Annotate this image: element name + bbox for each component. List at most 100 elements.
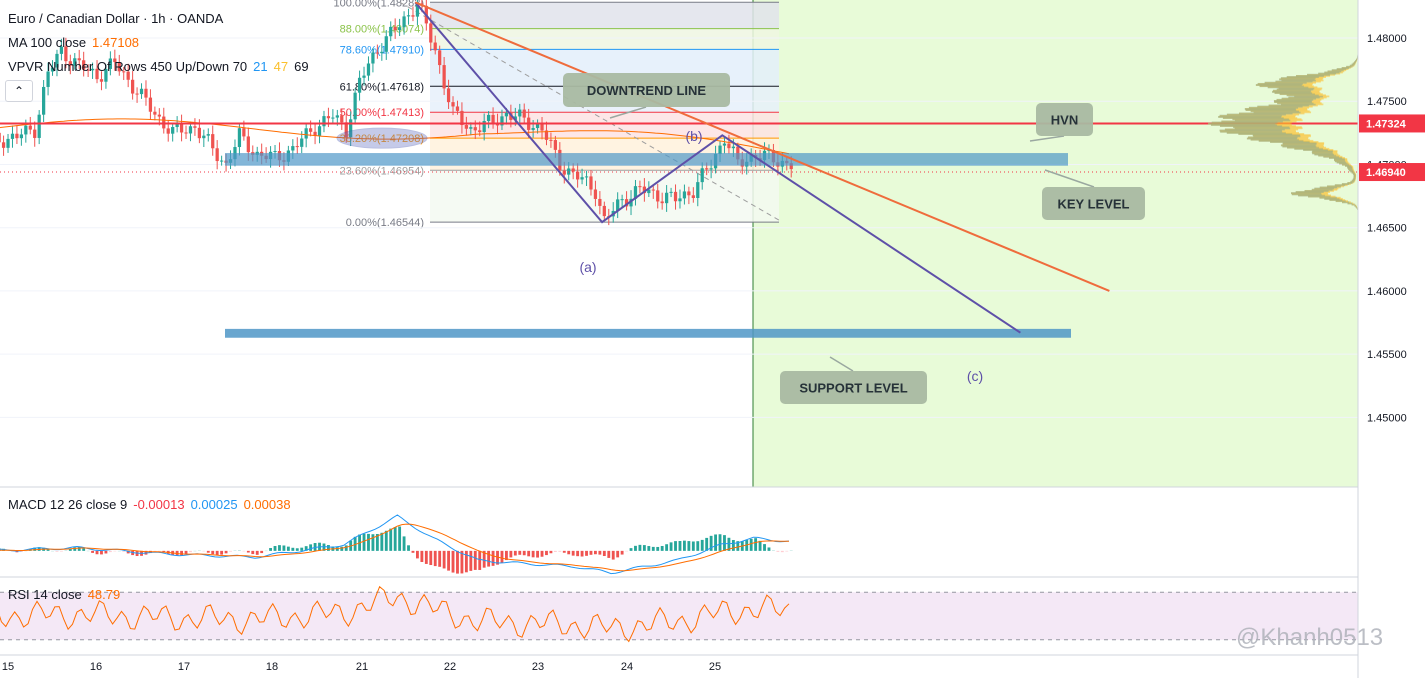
candle	[19, 134, 23, 139]
vpvr-row-down	[1234, 127, 1303, 130]
vpvr-row-down	[1353, 174, 1357, 176]
macd-histogram-bar	[113, 550, 117, 552]
candle	[540, 124, 544, 131]
candle	[326, 116, 331, 119]
candle	[148, 97, 153, 112]
candle	[197, 127, 201, 139]
candle	[460, 110, 464, 126]
candle	[184, 132, 188, 134]
macd-histogram-bar	[197, 550, 201, 551]
candle	[500, 116, 504, 126]
vpvr-row-down	[1264, 81, 1317, 84]
vpvr-row-down	[1342, 163, 1351, 166]
vpvr-row-down	[1253, 111, 1312, 114]
vpvr-row-down	[1282, 145, 1324, 148]
candle	[90, 68, 95, 71]
macd-histogram-bar	[576, 550, 580, 557]
rsi-pane[interactable]: 75.0050.0025.00	[0, 581, 1395, 653]
vpvr-row-down	[1339, 162, 1350, 165]
macd-histogram-bar	[656, 546, 660, 551]
macd-histogram-bar	[669, 542, 673, 551]
macd-histogram-bar	[100, 550, 103, 555]
candle	[68, 61, 72, 66]
macd-histogram-bar	[745, 540, 749, 551]
vpvr-row-down	[1336, 161, 1349, 164]
vpvr-row-down	[1318, 72, 1341, 75]
callout-box	[563, 73, 730, 107]
vpvr-row-down	[1291, 193, 1329, 196]
price-axis: 1.480001.475001.470001.465001.460001.455…	[1357, 0, 1426, 678]
candle	[6, 138, 10, 148]
macd-histogram-bar	[300, 547, 304, 551]
vpvr-row-down	[1352, 172, 1356, 175]
candle	[647, 189, 651, 194]
macd-histogram-bar	[264, 550, 268, 552]
macd-histogram-bar	[731, 539, 735, 551]
ma100-line	[0, 118, 790, 155]
candle	[531, 128, 535, 130]
drawing-overlay: DOWNTREND LINE HVN KEY LEVEL SUPPORT LEVEL (…	[414, 1, 1383, 651]
vpvr-row-down	[1308, 195, 1336, 198]
vpvr-row-down	[1356, 57, 1358, 60]
candle	[464, 125, 468, 129]
vpvr-row-down	[1351, 203, 1356, 206]
macd-histogram-bar	[594, 550, 597, 555]
vpvr-row-down	[1318, 154, 1341, 157]
vpvr-value-1: 21	[253, 59, 268, 74]
macd-histogram-bar	[353, 536, 357, 551]
vpvr-row-down	[1355, 205, 1357, 208]
macd-histogram-bar	[309, 544, 313, 551]
vpvr-row-down	[1298, 194, 1332, 197]
candle	[295, 146, 299, 148]
macd-histogram-bar	[780, 550, 784, 553]
vpvr-row-down	[1334, 158, 1348, 160]
candle	[166, 128, 170, 134]
candle	[10, 133, 15, 139]
candle	[678, 198, 682, 202]
macd-histogram-bar	[789, 550, 793, 552]
macd-legend[interactable]: MACD 12 26 close 9 -0.00013 0.00025 0.00038	[8, 497, 297, 512]
rsi-legend[interactable]: RSI 14 close 48.79	[8, 587, 126, 602]
vpvr-row-down	[1295, 191, 1330, 193]
macd-histogram-bar	[295, 548, 299, 551]
candle	[656, 190, 660, 202]
candle	[487, 114, 491, 122]
macd-histogram-bar	[389, 528, 393, 551]
candle	[117, 62, 121, 72]
vpvr-legend[interactable]: VPVR Number Of Rows 450 Up/Down 70 21 47 69	[8, 59, 315, 74]
macd-histogram-bar	[131, 550, 135, 556]
vpvr-row-down	[1314, 153, 1339, 156]
macd-histogram-bar	[375, 533, 379, 551]
time-tick-label: 18	[266, 661, 278, 673]
candle	[362, 75, 366, 78]
macd-histogram-bar	[211, 550, 215, 555]
vpvr-row-down	[1248, 106, 1309, 109]
vpvr-row-down	[1239, 112, 1305, 115]
candle	[696, 182, 700, 198]
candle	[736, 146, 740, 160]
vpvr-row-down	[1294, 95, 1330, 98]
vpvr-row-down	[1312, 150, 1338, 152]
macd-histogram-bar	[433, 550, 437, 567]
macd-histogram-bar	[251, 550, 255, 555]
rsi-line	[0, 585, 790, 643]
macd-value-signal: 0.00038	[243, 497, 291, 512]
candle	[722, 143, 727, 146]
time-tick-label: 24	[621, 661, 633, 673]
candle	[291, 146, 295, 151]
vpvr-row-down	[1219, 129, 1296, 132]
vpvr-row-down	[1224, 128, 1299, 131]
macd-histogram-bar	[496, 550, 499, 565]
legend-collapse-button[interactable]: ⌃	[5, 80, 33, 102]
macd-histogram-bar	[580, 550, 584, 557]
vpvr-row-down	[1353, 175, 1357, 177]
candle	[535, 124, 540, 129]
macd-histogram-bar	[553, 550, 557, 552]
vpvr-row-down	[1351, 179, 1356, 182]
price-tick-label: 1.45000	[1367, 412, 1407, 424]
vpvr-row-down	[1311, 188, 1338, 191]
candle	[638, 186, 642, 188]
vpvr-row-down	[1319, 186, 1341, 189]
ma-legend[interactable]: MA 100 close 1.47108	[8, 35, 145, 50]
